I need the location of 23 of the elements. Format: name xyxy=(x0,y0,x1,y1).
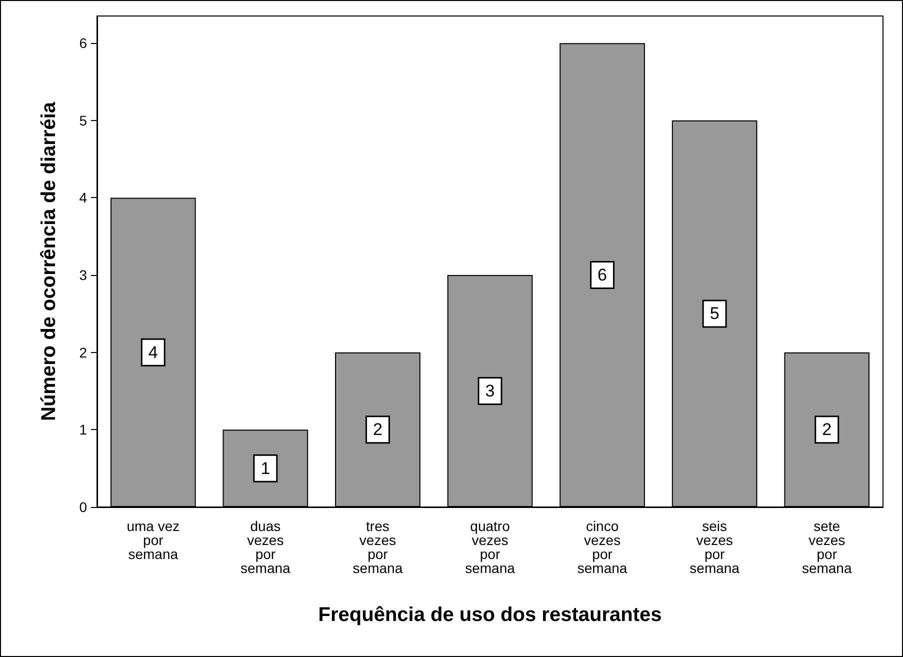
y-tick-label: 0 xyxy=(79,499,88,515)
x-tick-label: cinco vezes por semana xyxy=(577,518,628,576)
x-tick-label: quatro vezes por semana xyxy=(465,518,516,576)
x-tick-label: uma vez por semana xyxy=(126,518,180,562)
x-tick-label: sete vezes por semana xyxy=(802,518,852,576)
data-label: 3 xyxy=(485,382,495,401)
y-tick-label: 1 xyxy=(79,422,88,438)
data-label: 1 xyxy=(260,458,270,478)
y-tick-label: 6 xyxy=(79,35,88,52)
x-axis-title: Frequência de uso dos restaurantes xyxy=(318,604,662,626)
data-label: 6 xyxy=(598,266,608,285)
y-tick-label: 4 xyxy=(79,190,88,206)
data-label: 2 xyxy=(822,420,832,440)
data-label: 5 xyxy=(710,304,720,324)
y-axis-title: Número de ocorrência de diarréia xyxy=(38,101,60,422)
data-label: 4 xyxy=(148,342,158,362)
x-tick-label: seis vezes por semana xyxy=(690,518,740,576)
y-tick-label: 3 xyxy=(79,267,88,284)
data-label: 2 xyxy=(372,420,382,440)
y-tick-label: 2 xyxy=(79,344,88,360)
y-tick-label: 5 xyxy=(79,112,88,128)
x-tick-label: tres vezes por semana xyxy=(352,518,403,576)
x-tick-label: duas vezes por semana xyxy=(240,518,291,576)
